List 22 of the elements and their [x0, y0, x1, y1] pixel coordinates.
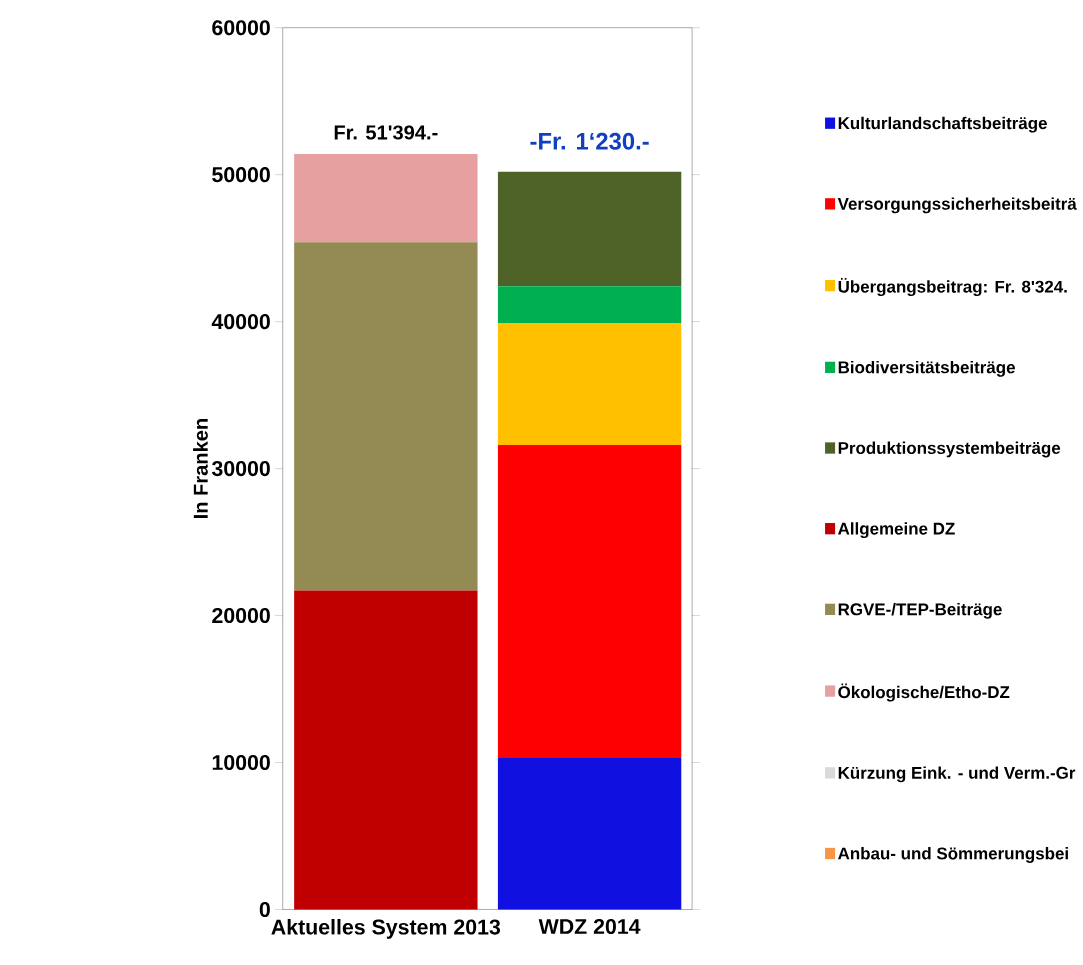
legend-label: Produktionssystembeiträge: [838, 441, 1061, 458]
legend-label: Biodiversitätsbeiträge: [838, 361, 1015, 377]
y-tick-label: 40000: [211, 314, 270, 330]
annotation: -Fr. 1‘230.-: [530, 133, 649, 150]
x-tick-label: Aktuelles System 2013: [271, 919, 501, 940]
y-tick-label: 20000: [212, 608, 270, 624]
annotation: Fr. 51'394.-: [334, 125, 438, 140]
y-axis-title: In Franken: [193, 419, 208, 519]
legend-label: Anbau- und Sömmerungsbei: [838, 847, 1068, 864]
y-tick-label: 0: [259, 902, 270, 918]
x-tick-label: WDZ 2014: [538, 919, 641, 935]
y-tick-label: 30000: [211, 461, 270, 477]
legend-label: Übergangsbeitrag: Fr. 8'324.: [838, 278, 1067, 297]
y-tick-label: 50000: [212, 167, 270, 183]
legend-label: Kürzung Eink. - und Verm.-Gr: [838, 766, 1076, 783]
legend-label: RGVE-/TEP-Beiträge: [838, 603, 1002, 619]
y-tick-label: 60000: [212, 20, 270, 36]
legend-label: Allgemeine DZ: [838, 522, 955, 539]
legend-label: Versorgungssicherheitsbeiträ: [837, 197, 1077, 214]
legend-label: Kulturlandschaftsbeiträge: [838, 116, 1047, 133]
y-tick-label: 10000: [212, 755, 270, 771]
legend-label: Ökologische/Etho-DZ: [838, 683, 1010, 702]
